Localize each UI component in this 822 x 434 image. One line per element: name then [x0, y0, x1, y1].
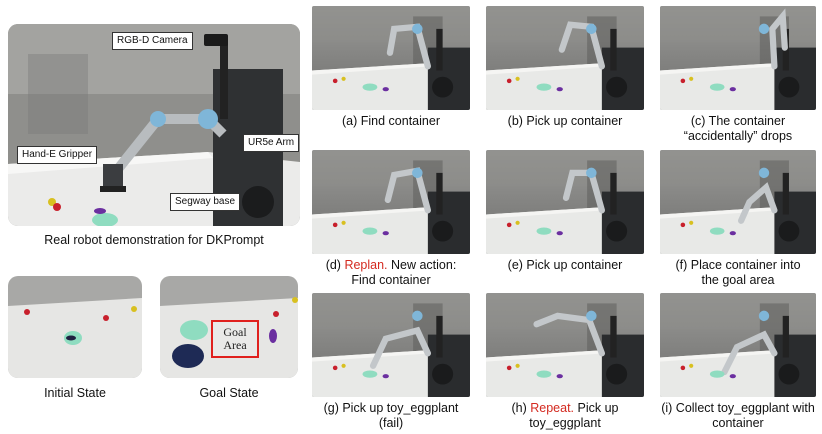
- step-caption: (a) Find container: [306, 114, 476, 129]
- goal-area-line1: Goal: [223, 325, 247, 339]
- step-photo: [660, 150, 816, 254]
- step-caption-line1: (g) Pick up toy_eggplant: [323, 401, 459, 415]
- step-photo: [660, 6, 816, 110]
- camera-label: RGB-D Camera: [112, 32, 193, 50]
- step-caption-line1: (b) Pick up container: [507, 114, 623, 128]
- step-photo: [486, 293, 644, 397]
- step-caption-line1: (c) The container: [690, 114, 786, 128]
- step-caption-line1: (d) Replan. New action:: [325, 258, 457, 272]
- step-caption: (i) Collect toy_eggplant with container: [654, 401, 822, 430]
- goal-area-line2: Area: [223, 338, 247, 352]
- step-caption: (h) Repeat. Pick up toy_eggplant: [480, 401, 650, 430]
- step-caption: (f) Place container into the goal area: [654, 258, 822, 287]
- step-caption-line2: (fail): [378, 415, 404, 430]
- step-photo: [486, 6, 644, 110]
- goal-state-caption: Goal State: [199, 386, 259, 400]
- step-caption-line1: (h) Repeat. Pick up: [511, 401, 619, 415]
- highlight-word: Replan.: [344, 258, 388, 272]
- base-label: Segway base: [170, 193, 241, 211]
- step-caption-line1: (e) Pick up container: [507, 258, 623, 272]
- gripper-label: Hand-E Gripper: [17, 146, 98, 164]
- step-caption-line1: (i) Collect toy_eggplant with: [661, 401, 815, 415]
- step-caption-line2: toy_eggplant: [529, 415, 601, 430]
- arm-label: UR5e Arm: [243, 134, 300, 152]
- step-photo: [486, 150, 644, 254]
- step-caption-line1: (f) Place container into: [675, 258, 801, 272]
- goal-area-box: Goal Area: [211, 320, 259, 358]
- step-caption-line2: container: [712, 415, 764, 430]
- robot-demo-photo: [8, 24, 300, 226]
- initial-state-caption: Initial State: [44, 386, 106, 400]
- step-photo: [312, 6, 470, 110]
- step-photo: [312, 150, 470, 254]
- step-caption: (b) Pick up container: [480, 114, 650, 129]
- step-photo: [660, 293, 816, 397]
- highlight-word: Repeat.: [530, 401, 575, 415]
- step-caption-line2: Find container: [351, 272, 431, 287]
- hero-caption: Real robot demonstration for DKPrompt: [44, 233, 264, 247]
- step-caption-line2: the goal area: [701, 272, 775, 287]
- step-caption: (d) Replan. New action: Find container: [306, 258, 476, 287]
- step-caption: (c) The container “accidentally” drops: [654, 114, 822, 143]
- step-photo: [312, 293, 470, 397]
- initial-state-photo: [8, 276, 142, 378]
- step-caption: (e) Pick up container: [480, 258, 650, 273]
- step-caption-line2: “accidentally” drops: [683, 128, 793, 143]
- step-caption-line1: (a) Find container: [342, 114, 440, 128]
- goal-state-photo: [160, 276, 298, 378]
- step-caption: (g) Pick up toy_eggplant (fail): [306, 401, 476, 430]
